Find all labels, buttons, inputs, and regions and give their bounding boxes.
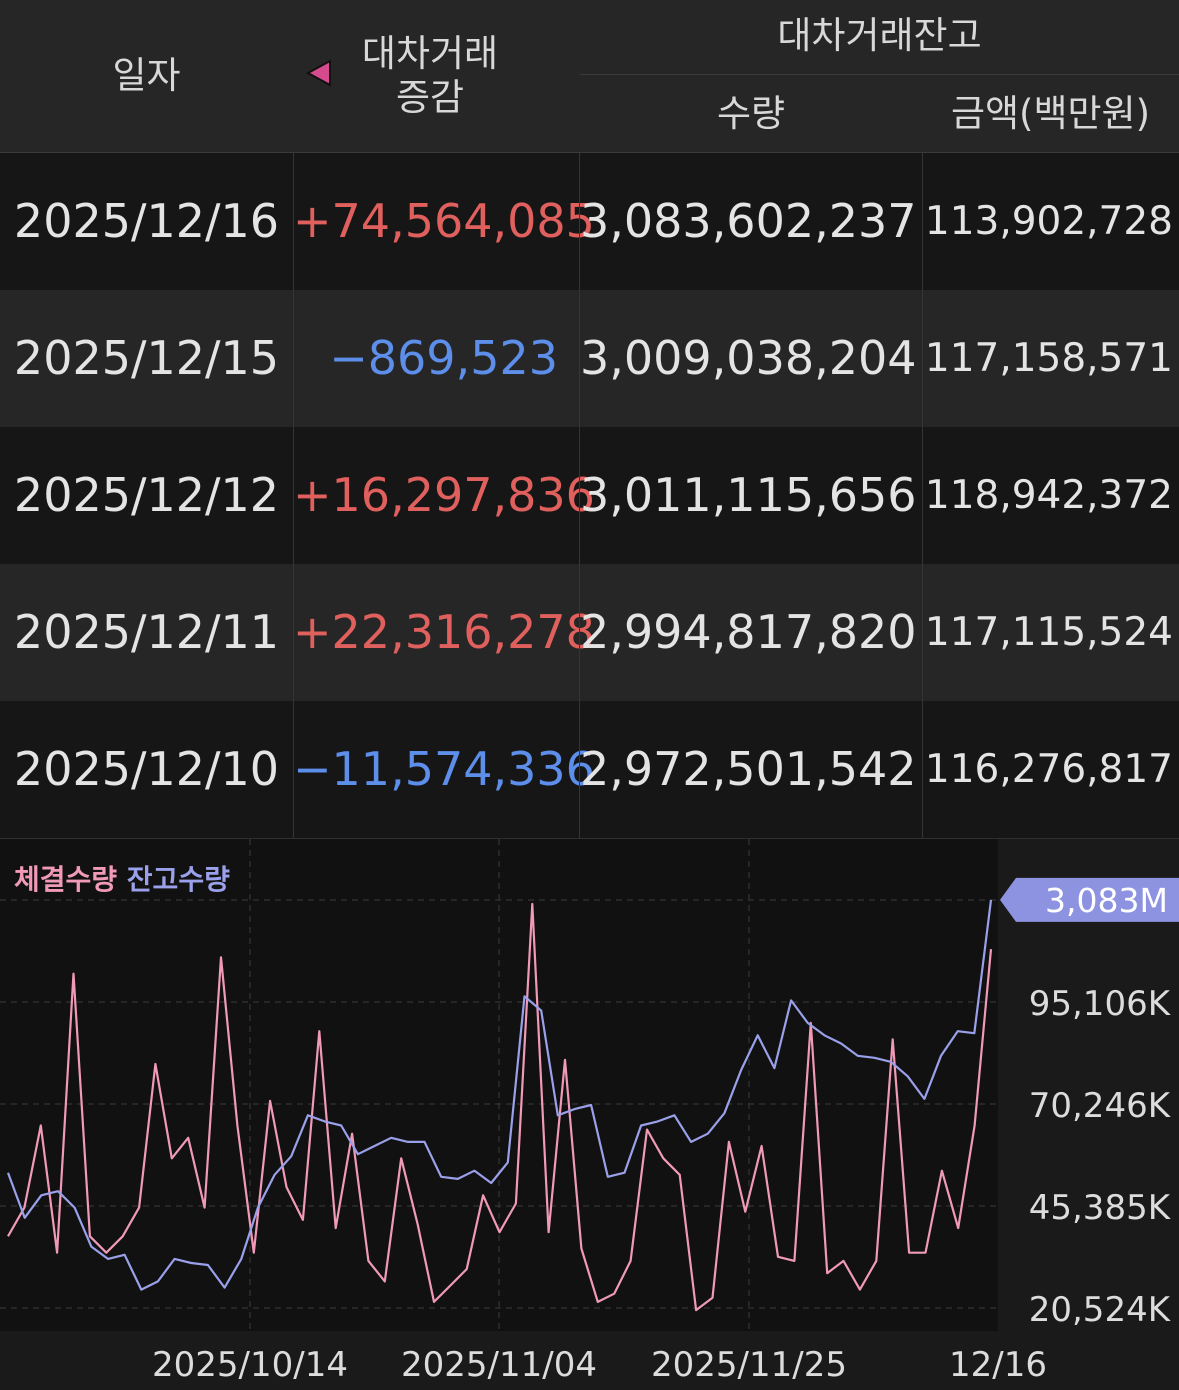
y-tick-label: 95,106K bbox=[1029, 984, 1172, 1024]
chart-series bbox=[6, 899, 993, 1312]
row-date: 2025/12/10 bbox=[13, 742, 280, 796]
table-row[interactable]: 2025/12/12 +16,297,836 3,011,115,656 118… bbox=[0, 427, 1179, 565]
table-row[interactable]: 2025/12/16 +74,564,085 3,083,602,237 113… bbox=[0, 153, 1179, 291]
row-date: 2025/12/12 bbox=[13, 468, 280, 522]
table-header: 일자 대차거래 증감 대차거래잔고 수량 금액(백만원) bbox=[0, 0, 1179, 153]
current-value-tag: 3,083M bbox=[1000, 877, 1179, 922]
row-change: −11,574,336 bbox=[293, 742, 595, 796]
row-amount: 117,115,524 bbox=[924, 610, 1173, 655]
legend-balance-volume: 잔고수량 bbox=[126, 863, 230, 896]
column-divider bbox=[293, 564, 294, 701]
legend-trade-volume: 체결수량 bbox=[14, 863, 118, 896]
column-divider bbox=[293, 290, 294, 427]
column-divider bbox=[579, 427, 580, 564]
y-axis: 95,106K 70,246K 45,385K 20,524K bbox=[1029, 984, 1172, 1330]
header-change-line2: 증감 bbox=[395, 76, 465, 119]
trade-volume-line bbox=[7, 902, 993, 1312]
table-row[interactable]: 2025/12/15 −869,523 3,009,038,204 117,15… bbox=[0, 290, 1179, 428]
header-quantity: 수량 bbox=[716, 92, 786, 135]
column-divider bbox=[579, 701, 580, 838]
header-divider bbox=[580, 74, 1179, 75]
x-tick-label: 2025/10/14 bbox=[152, 1345, 348, 1385]
chart-grid bbox=[0, 839, 998, 1331]
column-divider bbox=[922, 701, 923, 838]
row-quantity: 2,994,817,820 bbox=[580, 605, 917, 659]
header-amount: 금액(백만원) bbox=[950, 92, 1151, 135]
y-tick-label: 70,246K bbox=[1029, 1086, 1172, 1126]
x-tick-label: 2025/11/25 bbox=[651, 1345, 847, 1385]
column-divider bbox=[293, 427, 294, 564]
column-divider bbox=[293, 153, 294, 290]
row-quantity: 3,009,038,204 bbox=[580, 331, 917, 385]
row-amount: 116,276,817 bbox=[924, 747, 1173, 792]
x-tick-label: 12/16 bbox=[949, 1345, 1047, 1385]
x-axis: 2025/10/14 2025/11/04 2025/11/25 12/16 bbox=[152, 1345, 1047, 1385]
table-row[interactable]: 2025/12/10 −11,574,336 2,972,501,542 116… bbox=[0, 701, 1179, 839]
column-divider bbox=[579, 564, 580, 701]
column-divider bbox=[579, 290, 580, 427]
row-quantity: 2,972,501,542 bbox=[580, 742, 917, 796]
column-divider bbox=[922, 564, 923, 701]
row-change: +16,297,836 bbox=[293, 468, 595, 522]
row-amount: 117,158,571 bbox=[924, 336, 1173, 381]
header-change-line1: 대차거래 bbox=[361, 32, 499, 75]
row-date: 2025/12/16 bbox=[13, 194, 280, 248]
row-amount: 118,942,372 bbox=[924, 473, 1173, 518]
table-row[interactable]: 2025/12/11 +22,316,278 2,994,817,820 117… bbox=[0, 564, 1179, 702]
column-divider bbox=[922, 153, 923, 290]
column-divider bbox=[922, 427, 923, 564]
header-balance: 대차거래잔고 bbox=[777, 14, 982, 57]
row-date: 2025/12/15 bbox=[13, 331, 280, 385]
row-amount: 113,902,728 bbox=[924, 199, 1173, 244]
current-value-badge bbox=[1000, 877, 1179, 922]
balance-volume-line bbox=[6, 899, 993, 1291]
row-change: +22,316,278 bbox=[293, 605, 595, 659]
x-tick-label: 2025/11/04 bbox=[401, 1345, 597, 1385]
current-value-label: 3,083M bbox=[1045, 881, 1168, 920]
column-divider bbox=[922, 290, 923, 427]
y-tick-label: 45,385K bbox=[1029, 1188, 1172, 1228]
header-date: 일자 bbox=[112, 54, 181, 97]
column-divider bbox=[293, 701, 294, 838]
triangle-left-icon[interactable] bbox=[303, 58, 333, 88]
row-change: −869,523 bbox=[329, 331, 558, 385]
row-quantity: 3,083,602,237 bbox=[580, 194, 917, 248]
row-date: 2025/12/11 bbox=[13, 605, 280, 659]
row-quantity: 3,011,115,656 bbox=[580, 468, 917, 522]
row-change: +74,564,085 bbox=[293, 194, 595, 248]
chart-legend: 체결수량 잔고수량 bbox=[14, 858, 230, 898]
header-change[interactable]: 대차거래 증감 bbox=[340, 32, 520, 120]
y-tick-label: 20,524K bbox=[1029, 1290, 1172, 1330]
column-divider bbox=[579, 153, 580, 290]
